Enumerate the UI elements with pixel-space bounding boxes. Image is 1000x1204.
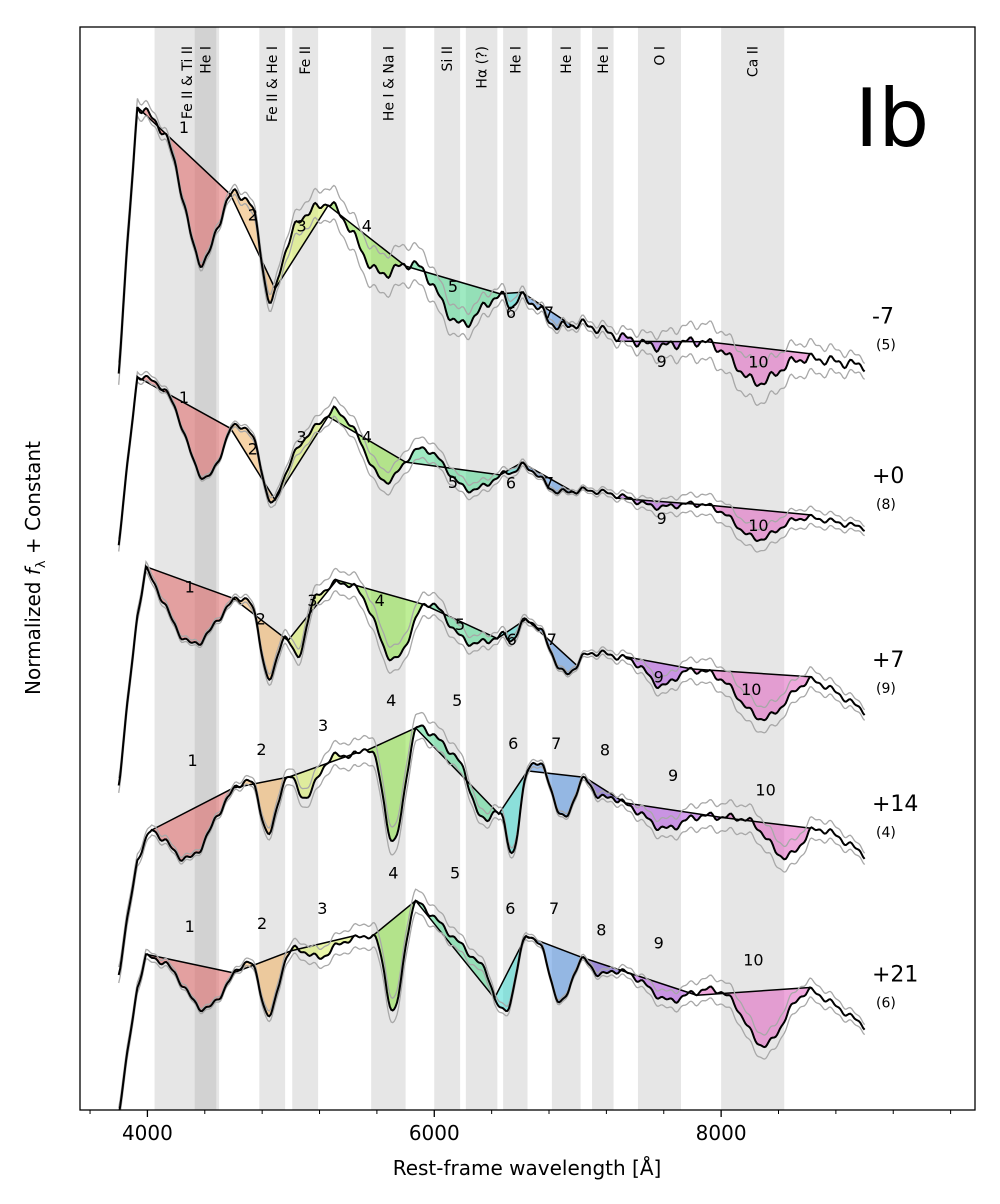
feature-label-s0-f8: 10 <box>748 353 768 372</box>
feature-label-s3-f6: 7 <box>551 734 561 753</box>
feature-label-s3-f2: 3 <box>318 716 328 735</box>
feature-label-s4-f6: 7 <box>549 899 559 918</box>
band-label-8: He I <box>559 46 575 74</box>
feature-label-s2-f5: 6 <box>507 630 517 649</box>
phase-label-0: -7 <box>872 305 894 330</box>
band-label-6: Hα (?) <box>475 46 491 89</box>
feature-label-s3-f3: 4 <box>386 691 396 710</box>
feature-label-s4-f9: 10 <box>743 950 763 969</box>
band-2 <box>259 27 285 1110</box>
feature-label-s4-f4: 5 <box>450 864 460 883</box>
phase-label-2: +7 <box>872 648 904 673</box>
feature-label-s3-f5: 6 <box>508 734 518 753</box>
feature-label-s4-f7: 8 <box>596 920 606 939</box>
feature-label-s2-f1: 2 <box>256 609 266 628</box>
feature-label-s1-f5: 6 <box>506 474 516 493</box>
x-tick-label-2: 8000 <box>696 1121 747 1145</box>
band-label-4: He I & Na I <box>381 46 397 121</box>
count-label-0: (5) <box>876 338 896 354</box>
count-label-1: (8) <box>876 497 896 513</box>
feature-label-s1-f1: 2 <box>248 439 258 458</box>
feature-label-s1-f3: 4 <box>362 427 372 446</box>
feature-label-s2-f3: 4 <box>375 591 385 610</box>
feature-label-s2-f7: 9 <box>654 668 664 687</box>
feature-label-s1-f0: 1 <box>179 388 189 407</box>
feature-label-s3-f9: 10 <box>755 780 775 799</box>
band-label-0: Fe II & Ti II <box>180 46 196 119</box>
band-label-11: Ca II <box>746 46 762 77</box>
phase-label-1: +0 <box>872 464 904 489</box>
feature-label-s1-f7: 9 <box>657 509 667 528</box>
feature-label-s1-f8: 10 <box>748 516 768 535</box>
feature-label-s3-f1: 2 <box>256 740 266 759</box>
feature-label-s1-f2: 3 <box>297 427 307 446</box>
band-layer <box>155 27 785 1110</box>
band-label-2: Fe II & He I <box>265 46 281 122</box>
band-label-7: He I <box>508 46 524 74</box>
feature-label-s0-f6: 7 <box>544 303 554 322</box>
band-7 <box>503 27 527 1110</box>
band-9 <box>592 27 614 1110</box>
feature-label-s1-f6: 7 <box>544 474 554 493</box>
feature-label-s0-f2: 3 <box>297 216 307 235</box>
count-label-2: (9) <box>876 681 896 697</box>
band-label-10: O I <box>652 46 668 66</box>
x-axis-label: Rest-frame wavelength [Å] <box>393 1156 662 1180</box>
feature-label-s3-f8: 9 <box>668 766 678 785</box>
feature-label-s3-f0: 1 <box>187 751 197 770</box>
band-label-1: He I <box>199 46 215 74</box>
feature-label-s3-f7: 8 <box>600 740 610 759</box>
feature-label-s3-f4: 5 <box>452 691 462 710</box>
count-label-4: (6) <box>876 996 896 1012</box>
feature-label-s0-f1: 2 <box>248 206 258 225</box>
feature-label-s0-f0: 1 <box>179 118 189 137</box>
count-label-3: (4) <box>876 825 896 841</box>
phase-label-3: +14 <box>872 792 918 817</box>
feature-label-s0-f5: 6 <box>506 303 516 322</box>
y-axis-label-prefix: Normalized <box>21 575 45 695</box>
y-axis-label-suffix: + Constant <box>21 441 45 561</box>
feature-label-s4-f0: 1 <box>185 917 195 936</box>
feature-label-s0-f7: 9 <box>657 352 667 371</box>
phase-label-4: +21 <box>872 963 918 988</box>
x-tick-label-0: 4000 <box>122 1121 173 1145</box>
feature-label-s4-f5: 6 <box>505 899 515 918</box>
feature-label-s1-f4: 5 <box>448 473 458 492</box>
band-label-5: Si II <box>440 46 456 71</box>
band-label-3: Fe II <box>298 46 314 75</box>
feature-label-s2-f4: 5 <box>455 615 465 634</box>
feature-label-s2-f2: 3 <box>307 591 317 610</box>
y-axis-label: Normalized fλ + Constant <box>21 441 49 695</box>
feature-label-s4-f8: 9 <box>654 933 664 952</box>
feature-label-s2-f8: 10 <box>741 680 761 699</box>
feature-label-s4-f3: 4 <box>388 864 398 883</box>
panel-type-label: Ib <box>855 72 929 165</box>
feature-label-s4-f1: 2 <box>257 914 267 933</box>
feature-label-s2-f0: 1 <box>185 578 195 597</box>
x-axis: 4000 6000 8000 <box>90 1110 951 1145</box>
band-11 <box>721 27 784 1110</box>
feature-label-s0-f4: 5 <box>448 277 458 296</box>
band-label-9: He I <box>596 46 612 74</box>
band-6 <box>466 27 498 1110</box>
feature-label-s4-f2: 3 <box>317 899 327 918</box>
feature-label-s2-f6: 7 <box>547 630 557 649</box>
x-tick-label-1: 6000 <box>409 1121 460 1145</box>
feature-label-s0-f3: 4 <box>362 216 372 235</box>
